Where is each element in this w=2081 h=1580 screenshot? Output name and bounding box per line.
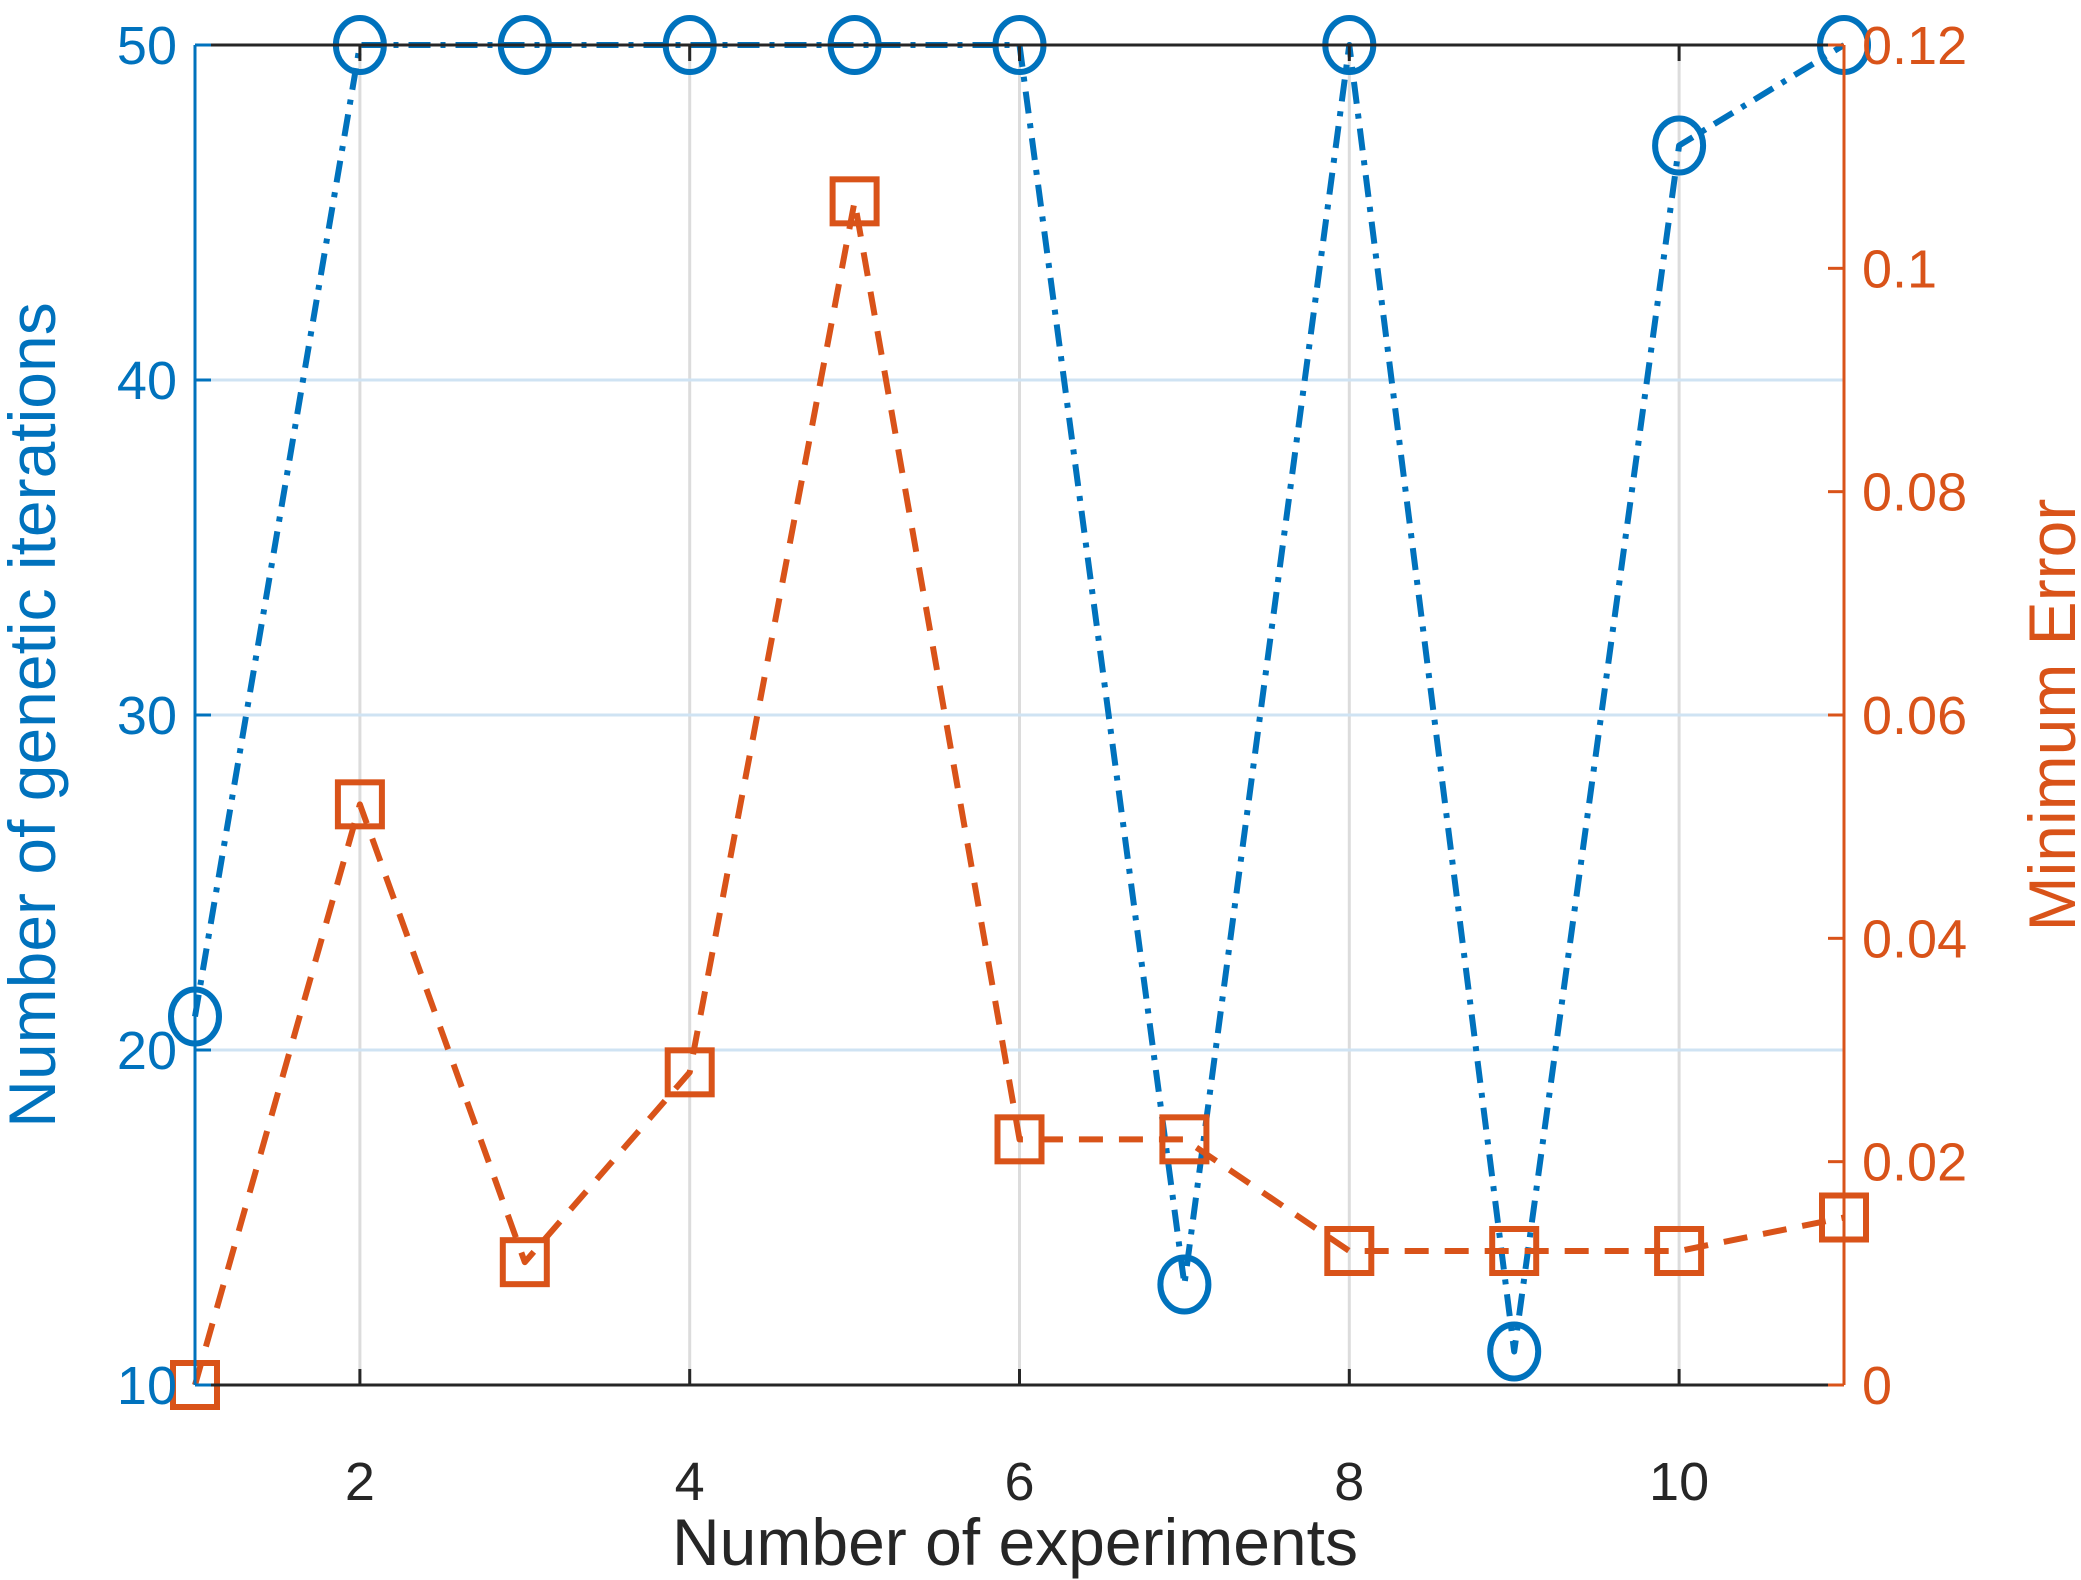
series-2-point-9 [1489,1226,1540,1276]
right-y-tick-label: 0.04 [1862,909,1967,969]
series-2-point-4 [664,1047,715,1098]
right-y-tick-label: 0.1 [1862,239,1937,299]
grid-lines [195,45,1844,1385]
right-y-tick-label: 0 [1862,1356,1892,1416]
x-tick-label: 10 [1649,1452,1709,1512]
axes [193,43,1846,1387]
left-y-tick-label: 50 [117,16,177,76]
series-2-point-3 [499,1237,550,1288]
left-y-tick-label: 40 [117,351,177,411]
series-2-point-5 [829,176,880,227]
series-line-2 [192,198,1845,1386]
series-2-point-6 [994,1114,1045,1165]
right-y-tick-label: 0.06 [1862,686,1967,746]
series-2-point-7 [1159,1114,1210,1165]
series-2-point-10 [1654,1226,1705,1276]
left-y-axis-title: Number of genetic iterations [0,302,69,1127]
left-y-tick-label: 20 [117,1021,177,1081]
left-y-tick-label: 10 [117,1356,177,1416]
right-y-axis-title: Minimum Error [2015,499,2081,932]
right-y-tick-label: 0.08 [1862,463,1967,523]
series-2-point-8 [1324,1226,1375,1276]
tick-labels: 2 4 6 8 10 10 20 30 40 50 0 0.02 0.04 0.06 0.08 0.1 0.12 [117,16,1967,1512]
series-1-point-9 [1487,1321,1542,1382]
series-1-point-7 [1157,1254,1212,1315]
series-2-point-2 [334,779,385,830]
x-axis-title: Number of experiments [672,1505,1358,1579]
x-tick-label: 2 [345,1452,375,1512]
x-tick-label: 4 [675,1452,705,1512]
right-y-tick-label: 0.12 [1862,16,1967,76]
left-y-tick-label: 30 [117,686,177,746]
x-tick-label: 6 [1004,1452,1034,1512]
x-tick-label: 8 [1334,1452,1364,1512]
series-1-point-10 [1652,115,1707,176]
right-y-tick-label: 0.02 [1862,1133,1967,1193]
